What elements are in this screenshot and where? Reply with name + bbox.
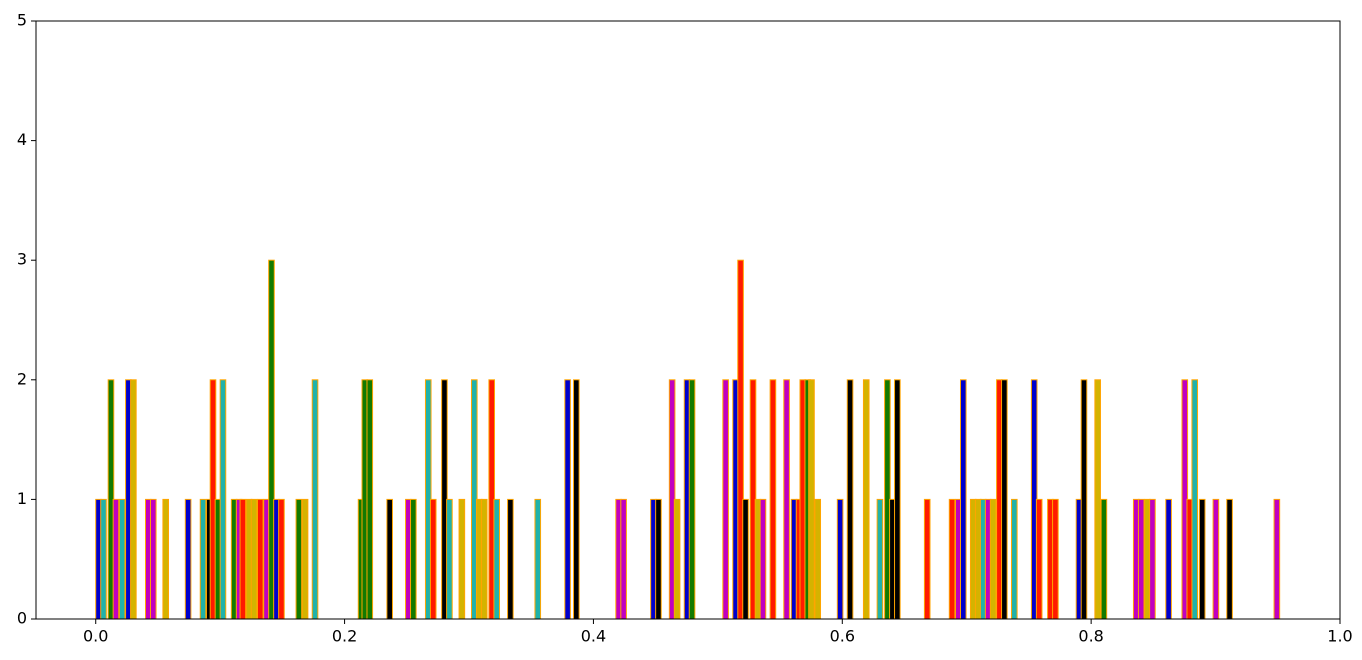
bar: [959, 379, 967, 620]
x-tick-label: 0.4: [581, 627, 606, 646]
bar: [923, 498, 931, 620]
bar: [1080, 379, 1088, 620]
y-tick-label: 2: [17, 369, 27, 388]
y-tick-label: 5: [17, 11, 27, 30]
bar: [199, 498, 207, 620]
bar: [1191, 379, 1199, 620]
bar: [1198, 498, 1206, 620]
bar: [219, 379, 227, 620]
bar: [783, 379, 790, 620]
bar: [446, 498, 453, 620]
bar: [1165, 498, 1172, 620]
bar: [722, 379, 729, 620]
bar: [1212, 498, 1220, 620]
y-tick-label: 3: [17, 250, 27, 269]
bar: [1011, 498, 1018, 620]
bar: [1137, 498, 1145, 620]
bar: [184, 498, 192, 620]
bar: [742, 498, 749, 620]
bar: [769, 379, 777, 620]
x-tick-label: 0.6: [830, 627, 855, 646]
x-tick-label: 0.0: [83, 627, 108, 646]
bar: [1273, 498, 1281, 620]
bar: [876, 498, 884, 620]
x-tick-label: 0.8: [1078, 627, 1103, 646]
bar: [429, 498, 437, 620]
bar: [846, 379, 854, 620]
bar: [386, 498, 393, 620]
bar: [458, 498, 466, 620]
bar: [112, 498, 120, 620]
bar: [493, 498, 500, 620]
bar: [862, 379, 870, 620]
bar: [366, 379, 374, 620]
bar: [278, 498, 285, 620]
bar: [1094, 379, 1101, 620]
bar: [1100, 498, 1108, 620]
bar: [295, 498, 303, 620]
bar: [311, 379, 319, 620]
bar: [948, 498, 956, 620]
bar: [688, 379, 696, 620]
bar: [100, 498, 107, 620]
bar: [655, 498, 662, 620]
bar: [256, 498, 264, 620]
bar: [149, 498, 157, 620]
bar: [1226, 498, 1233, 620]
bar: [814, 498, 822, 620]
bar: [118, 498, 126, 620]
bar: [480, 498, 488, 620]
bar: [130, 379, 137, 620]
y-tick-label: 0: [17, 609, 27, 628]
bar: [759, 498, 767, 620]
bar: [1052, 498, 1059, 620]
bar: [1149, 498, 1156, 620]
bar: [989, 498, 997, 620]
bar: [250, 498, 258, 620]
bar: [673, 498, 681, 620]
plot-frame: [35, 20, 1341, 620]
bar: [808, 379, 815, 620]
bar: [836, 498, 844, 620]
bar: [301, 498, 309, 620]
bar: [162, 498, 170, 620]
bar: [894, 379, 901, 620]
bar: [410, 498, 417, 620]
bar: [564, 379, 571, 620]
bar: [534, 498, 542, 620]
bar: [573, 379, 580, 620]
bar: [1001, 379, 1008, 620]
x-tick-label: 0.2: [332, 627, 357, 646]
bar: [620, 498, 627, 620]
bar: [239, 498, 247, 620]
y-tick-label: 4: [17, 130, 27, 149]
bar: [507, 498, 514, 620]
bar: [1035, 498, 1043, 620]
x-tick-label: 1.0: [1327, 627, 1352, 646]
y-tick-label: 1: [17, 489, 27, 508]
